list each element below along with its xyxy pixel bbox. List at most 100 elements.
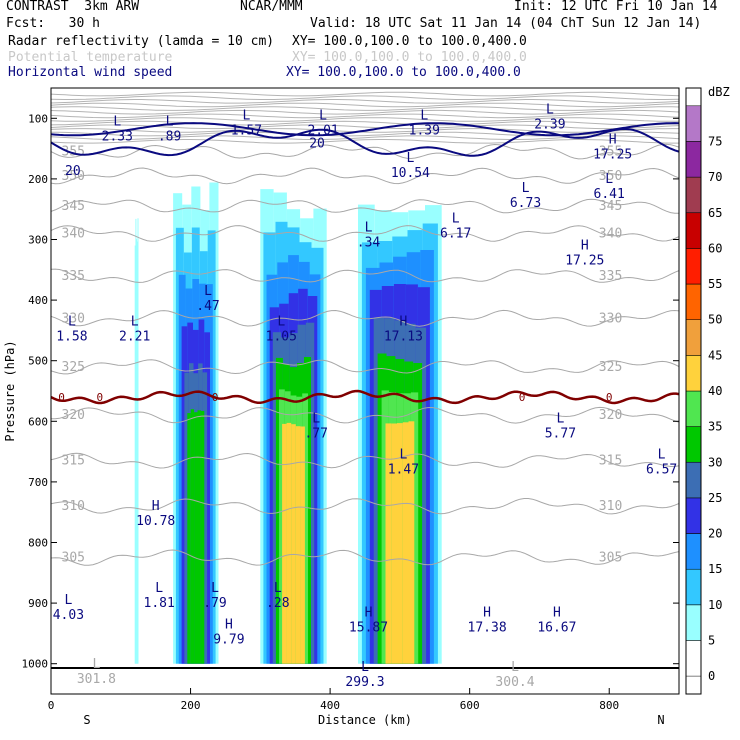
wind-speed-contour	[51, 127, 679, 157]
low-marker: L	[274, 581, 282, 596]
low-marker: L	[546, 102, 554, 117]
reflectivity-cell	[136, 241, 138, 664]
reflectivity-cell	[184, 372, 189, 664]
theta-contour-label: 335	[599, 269, 622, 284]
y-tick-label: 300	[28, 234, 48, 247]
theta-contour	[51, 309, 679, 327]
theta-contour-label: 330	[62, 311, 85, 326]
extremum-value: 1.39	[409, 123, 440, 138]
extremum-value: 6.17	[440, 226, 471, 241]
theta-contour	[51, 99, 679, 104]
theta-contour-label: 320	[599, 408, 622, 423]
colorbar-tick-label: 60	[708, 241, 722, 255]
low-marker: L	[211, 581, 219, 596]
x-axis-title: Distance (km)	[318, 713, 412, 727]
extremum-value: 17.25	[565, 254, 604, 269]
low-marker: L	[68, 314, 76, 329]
extremum-value: 1.57	[231, 123, 262, 138]
low-marker: L	[605, 172, 613, 187]
extremum-value: .89	[158, 129, 181, 144]
theta-contour	[51, 106, 679, 111]
reflectivity-cell	[194, 412, 198, 664]
low-marker: L	[64, 593, 72, 608]
extremum-value: 6.41	[594, 187, 625, 202]
reflectivity-cell	[200, 410, 205, 664]
extremum-value: 1.81	[144, 596, 175, 611]
theta-contour-label: 355	[62, 145, 85, 160]
theta-contour-label: 340	[62, 226, 85, 241]
x-axis-start-label: S	[83, 713, 90, 727]
colorbar-swatch	[685, 176, 702, 213]
colorbar-unit: dBZ	[708, 85, 730, 99]
extremum-value: 1.58	[56, 329, 87, 344]
x-tick-label: 600	[460, 699, 480, 712]
high-marker: H	[553, 605, 561, 620]
reflectivity-cell	[302, 393, 308, 664]
x-axis-end-label: N	[657, 713, 664, 727]
valid-time: Valid: 18 UTC Sat 11 Jan 14 (04 ChT Sun …	[310, 16, 702, 31]
extremum-value: 300.4	[495, 675, 534, 690]
plot-frame	[50, 87, 680, 695]
theta-contour	[51, 120, 679, 126]
freezing-level-label: 0	[519, 391, 526, 404]
high-marker: H	[399, 314, 407, 329]
extremum-value: 1.05	[266, 329, 297, 344]
theta-contour-label: 310	[599, 499, 622, 514]
low-marker: L	[365, 220, 373, 235]
y-tick-label: 1000	[22, 658, 49, 671]
freezing-level-label: 0	[58, 391, 65, 404]
colorbar-swatch	[685, 497, 702, 534]
theta-contour	[51, 359, 679, 375]
low-marker: L	[155, 581, 163, 596]
high-marker: H	[581, 239, 589, 254]
extremum-value: 17.25	[593, 148, 632, 163]
wind-speed-contour	[51, 122, 679, 137]
reflectivity-cell	[291, 424, 296, 664]
theta-contour-label: 340	[599, 226, 622, 241]
theta-contour-label: 325	[62, 360, 85, 375]
field-name-wind: Horizontal wind speed	[8, 65, 173, 80]
field-name-theta: Potential temperature	[8, 50, 173, 65]
low-marker: L	[522, 181, 530, 196]
theta-contour-label: 355	[599, 145, 622, 160]
colorbar-tick-label: 65	[708, 206, 722, 220]
colorbar-swatch	[685, 604, 702, 641]
low-marker: L	[92, 657, 100, 672]
extremum-value: 6.73	[510, 196, 541, 211]
theta-contour	[51, 549, 679, 566]
colorbar-swatch	[685, 533, 702, 570]
theta-contour	[51, 95, 679, 100]
extremum-value: 299.3	[345, 675, 384, 690]
extremum-value: 10.78	[136, 514, 175, 529]
colorbar-tick-label: 45	[708, 348, 722, 362]
theta-contour-label: 320	[62, 408, 85, 423]
extremum-value: 16.67	[537, 620, 576, 635]
reflectivity-cell	[391, 423, 398, 664]
extremum-value: 9.79	[213, 632, 244, 647]
reflectivity-cell	[197, 410, 201, 664]
theta-contour-label: 330	[599, 311, 622, 326]
colorbar-tick-label: 75	[708, 135, 722, 149]
extremum-value: 301.8	[77, 672, 116, 687]
y-tick-label: 800	[28, 537, 48, 550]
model-title: CONTRAST 3km ARW	[6, 0, 140, 14]
y-tick-label: 900	[28, 597, 48, 610]
x-tick-label: 400	[320, 699, 340, 712]
high-marker: H	[609, 133, 617, 148]
colorbar-tick-label: 30	[708, 455, 722, 469]
colorbar-swatch	[685, 105, 702, 142]
extremum-value: .79	[203, 596, 226, 611]
colorbar-swatch	[685, 640, 702, 677]
extremum-value: 4.03	[53, 608, 84, 623]
reflectivity-cell	[134, 245, 136, 664]
colorbar-swatch	[685, 426, 702, 463]
theta-contour	[51, 143, 679, 160]
init-time: Init: 12 UTC Fri 10 Jan 14	[514, 0, 718, 14]
reflectivity-cell	[286, 422, 292, 664]
theta-contour-label: 350	[62, 169, 85, 184]
reflectivity-cell	[282, 423, 287, 664]
extremum-value: .34	[357, 235, 381, 250]
low-marker: L	[319, 108, 327, 123]
extremum-value: 2.21	[119, 329, 150, 344]
